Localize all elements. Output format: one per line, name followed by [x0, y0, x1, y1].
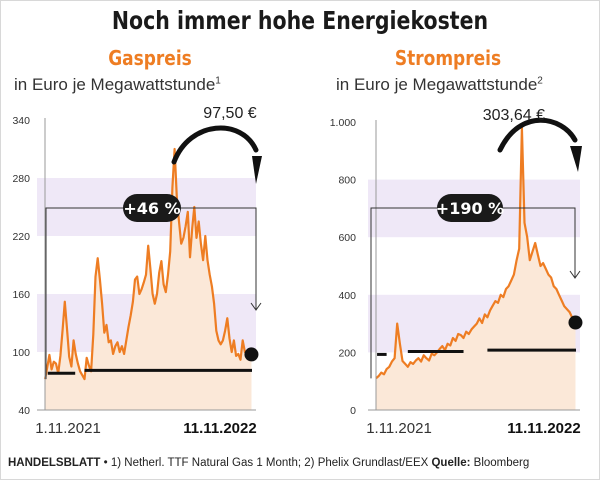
footer: HANDELSBLATT • 1) Netherl. TTF Natural G…: [8, 457, 529, 469]
gas-y-tick-label: 280: [12, 173, 30, 185]
power-y-tick-label: 1.000: [330, 117, 356, 129]
gas-x-tick-label: 1.11.2021: [35, 420, 101, 437]
gas-panel-subtitle: in Euro je Megawattstunde1: [14, 75, 221, 94]
power-trend-arrowhead: [570, 146, 582, 172]
power-panel-subtitle: in Euro je Megawattstunde2: [336, 75, 543, 94]
power-panel-title: Strompreis: [394, 46, 502, 70]
gas-y-tick-label: 220: [12, 231, 30, 243]
power-y-tick-label: 400: [338, 290, 356, 302]
footer-source: Bloomberg: [470, 457, 530, 469]
power-y-tick-label: 800: [338, 175, 356, 187]
page-title: Noch immer hohe Energiekosten: [111, 6, 489, 35]
footer-source-label: Quelle:: [431, 457, 471, 469]
power-area: [376, 127, 576, 411]
gas-y-tick-label: 340: [12, 115, 30, 127]
gas-area: [45, 149, 252, 410]
gas-current-value-label: 97,50 €: [203, 105, 256, 122]
gas-y-tick-label: 100: [12, 347, 30, 359]
power-line: [375, 126, 577, 380]
power-x-tick-label: 1.11.2021: [366, 420, 432, 437]
gas-line: [43, 147, 253, 381]
gas-bracket-arrowhead: [250, 302, 262, 311]
power-y-tick-label: 600: [338, 232, 356, 244]
power-bracket-arrowhead: [569, 270, 581, 279]
power-trend-arrow: [497, 117, 578, 153]
footer-brand: HANDELSBLATT: [8, 457, 101, 469]
gas-y-tick-label: 160: [12, 289, 30, 301]
gas-current-value-dot: [244, 347, 259, 362]
gas-change-label: +46 %: [123, 199, 180, 218]
gas-trend-arrowhead: [252, 156, 262, 184]
gas-x-tick-label: 11.11.2022: [183, 420, 256, 437]
gas-chart: 40 100 160 220 280 340 1.11.2021 11.11.2022 +46 …: [12, 105, 262, 437]
power-y-tick-label: 0: [350, 405, 356, 417]
gas-trend-arrow: [171, 125, 259, 165]
power-change-badge: [437, 194, 503, 222]
gas-y-tick-label: 40: [18, 405, 30, 417]
gas-change-badge: [123, 194, 181, 222]
power-chart: 0 200 400 600 800 1.000 1.11.2021 11.11.2022 +19…: [330, 107, 583, 437]
power-current-value-label: 303,64 €: [483, 107, 545, 124]
power-y-tick-label: 200: [338, 347, 356, 359]
footer-note: • 1) Netherl. TTF Natural Gas 1 Month; 2…: [100, 457, 432, 469]
gas-panel-title: Gaspreis: [108, 46, 192, 70]
power-change-label: +190 %: [436, 199, 504, 218]
power-current-value-dot: [568, 315, 583, 330]
power-x-tick-label: 11.11.2022: [507, 420, 580, 437]
